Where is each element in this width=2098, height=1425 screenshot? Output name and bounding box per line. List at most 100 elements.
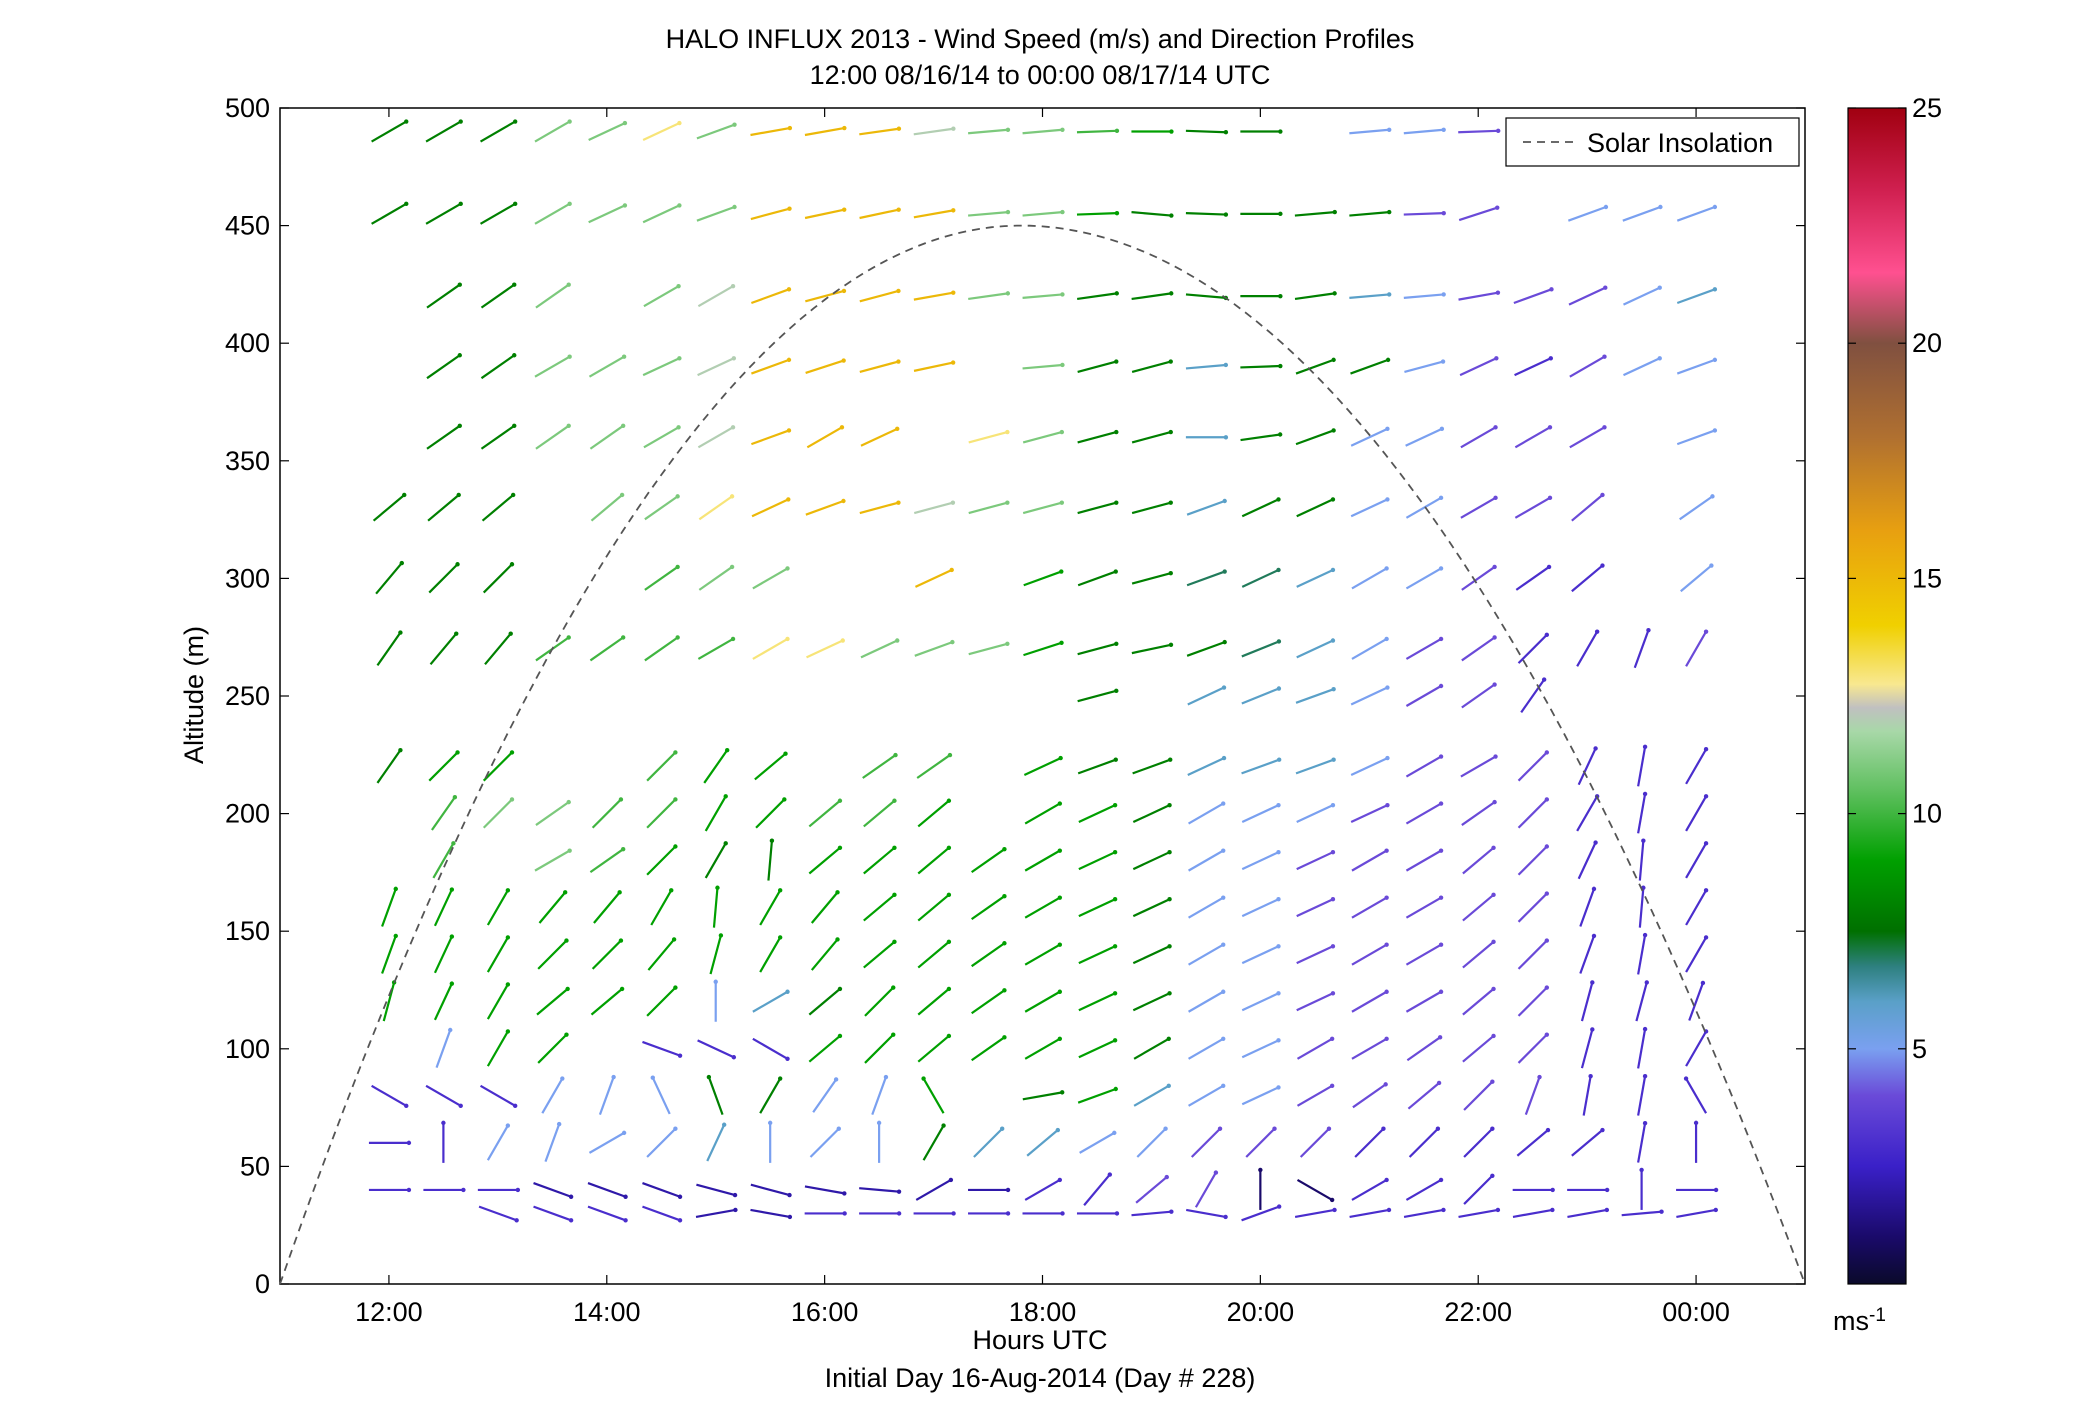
- wind-arrow-shaft: [590, 988, 623, 1016]
- wind-arrow-head: [946, 845, 952, 850]
- wind-arrow: [1517, 938, 1550, 970]
- wind-arrow-head: [951, 1211, 956, 1216]
- wind-arrow-shaft: [1685, 936, 1708, 973]
- wind-arrow-shaft: [537, 1033, 568, 1064]
- wind-arrow: [1349, 209, 1392, 217]
- wind-arrow-head: [675, 564, 680, 570]
- wind-arrow-shaft: [750, 1183, 790, 1197]
- wind-arrow-head: [1491, 986, 1496, 992]
- wind-arrow-head: [1384, 895, 1389, 900]
- wind-arrow-head: [1332, 1207, 1337, 1213]
- wind-arrow-head: [837, 986, 843, 992]
- wind-arrow: [1296, 1178, 1335, 1203]
- wind-arrow: [589, 846, 626, 874]
- wind-arrow-head: [1057, 1177, 1063, 1183]
- wind-arrow-shaft: [1462, 941, 1495, 969]
- wind-arrow-head: [733, 1207, 738, 1213]
- wind-arrow: [535, 282, 571, 309]
- wind-arrow: [1132, 991, 1172, 1012]
- wind-arrow-shaft: [486, 1125, 509, 1161]
- wind-arrow-shaft: [482, 563, 513, 594]
- wind-arrow-head: [706, 1074, 712, 1080]
- wind-arrow-shaft: [917, 799, 950, 828]
- wind-arrow-head: [677, 1194, 683, 1199]
- wind-arrow: [1188, 989, 1226, 1013]
- wind-arrow: [697, 356, 737, 377]
- wind-arrow-shaft: [922, 1077, 945, 1114]
- wind-arrow-head: [1331, 686, 1336, 692]
- wind-arrow: [1460, 754, 1498, 778]
- wind-arrow-head: [767, 1120, 773, 1126]
- wind-arrow-shaft: [1132, 992, 1171, 1012]
- wind-arrow: [1351, 1177, 1389, 1201]
- wind-arrow-head: [1590, 1027, 1595, 1032]
- wind-arrow-head: [1168, 757, 1173, 762]
- wind-arrow-shaft: [1083, 1173, 1111, 1206]
- wind-arrow-head: [891, 985, 896, 990]
- wind-arrow-shaft: [642, 1205, 681, 1222]
- wind-arrow: [1240, 363, 1283, 369]
- wind-arrow: [1076, 128, 1120, 134]
- wind-arrow: [1241, 897, 1281, 918]
- wind-arrow-shaft: [808, 799, 841, 828]
- wind-arrow-head: [512, 282, 517, 287]
- wind-arrow-shaft: [1351, 638, 1388, 660]
- wind-arrow-shaft: [1350, 427, 1388, 447]
- wind-arrow: [698, 564, 735, 591]
- wind-arrow: [812, 1077, 839, 1113]
- wind-arrow-head: [393, 933, 398, 939]
- wind-arrow: [696, 1183, 738, 1198]
- wind-arrow-head: [891, 1032, 896, 1037]
- wind-arrow-head: [1005, 429, 1010, 435]
- wind-arrow: [588, 1130, 627, 1154]
- wind-arrow-shaft: [1022, 128, 1063, 135]
- wind-arrow-shaft: [1296, 898, 1334, 918]
- wind-arrow-head: [1221, 755, 1227, 761]
- wind-arrow-head: [567, 201, 572, 207]
- wind-arrow-head: [1657, 356, 1662, 361]
- wind-arrow: [1350, 755, 1390, 777]
- wind-arrow: [1295, 686, 1336, 704]
- wind-arrow-shaft: [1188, 896, 1224, 919]
- wind-arrow-head: [1167, 802, 1172, 808]
- wind-arrow: [426, 282, 462, 309]
- wind-arrow: [1131, 359, 1173, 373]
- wind-arrow: [480, 423, 517, 450]
- wind-arrow: [1022, 127, 1065, 135]
- wind-arrow-head: [1002, 846, 1007, 852]
- wind-arrow-head: [1114, 500, 1119, 505]
- wind-arrow-head: [1169, 213, 1174, 218]
- wind-arrow-head: [515, 1187, 521, 1193]
- wind-arrow-shaft: [1405, 427, 1443, 447]
- wind-arrow-shaft: [871, 1076, 887, 1116]
- wind-arrow-shaft: [590, 494, 623, 522]
- wind-arrow-shaft: [643, 285, 680, 308]
- wind-arrow-shaft: [642, 357, 680, 377]
- wind-arrow: [1241, 944, 1281, 965]
- wind-arrow: [482, 750, 515, 782]
- wind-arrow: [1405, 636, 1444, 660]
- wind-arrow: [1685, 629, 1709, 667]
- wind-arrow: [1685, 747, 1709, 785]
- wind-arrow-shaft: [1352, 1083, 1387, 1109]
- wind-arrow-head: [1330, 638, 1336, 643]
- wind-arrow-shaft: [1240, 364, 1281, 369]
- wind-arrow: [1194, 1170, 1219, 1208]
- wind-arrow-shaft: [480, 354, 515, 380]
- wind-arrow-shaft: [1240, 433, 1281, 442]
- x-axis-sublabel: Initial Day 16-Aug-2014 (Day # 228): [825, 1363, 1256, 1393]
- wind-arrow: [809, 1126, 841, 1158]
- wind-arrow: [1458, 290, 1501, 301]
- wind-arrow: [650, 888, 674, 926]
- wind-arrow-head: [1642, 1073, 1648, 1079]
- wind-arrow-head: [461, 1187, 466, 1193]
- wind-arrow-head: [1642, 932, 1648, 938]
- wind-arrow-head: [1278, 211, 1283, 217]
- wind-arrow-shaft: [541, 1077, 564, 1114]
- wind-arrow: [1405, 848, 1444, 872]
- wind-arrow: [968, 429, 1010, 444]
- wind-arrow: [1241, 639, 1282, 658]
- wind-arrow-shaft: [1132, 898, 1171, 918]
- wind-arrow: [1132, 897, 1172, 918]
- wind-arrow: [426, 353, 462, 380]
